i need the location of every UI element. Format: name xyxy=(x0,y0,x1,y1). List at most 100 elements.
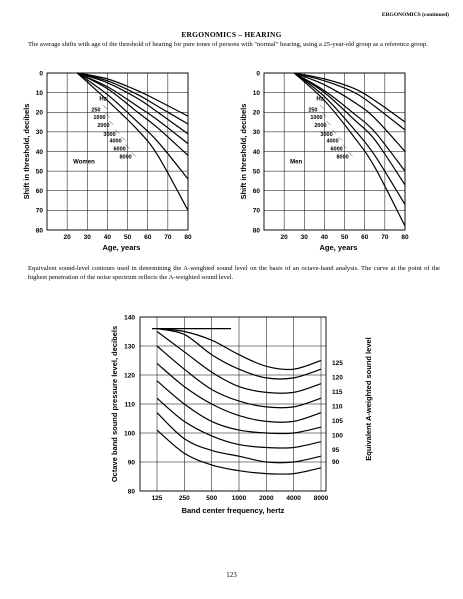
leader-line xyxy=(105,113,110,118)
series-label: 250 xyxy=(308,107,317,113)
series-line xyxy=(156,380,322,435)
series-label: 115 xyxy=(332,389,343,396)
leader-line xyxy=(115,129,120,134)
series-line xyxy=(156,412,322,464)
y-tick-label: 10 xyxy=(253,90,261,97)
right-axis-label: Equivalent A-weighted sound level xyxy=(364,337,373,461)
x-tick-label: 20 xyxy=(64,234,72,241)
y-tick-label: 80 xyxy=(253,227,261,234)
series-line xyxy=(156,328,322,371)
x-tick-label: 40 xyxy=(104,234,112,241)
x-tick-label: 60 xyxy=(144,234,152,241)
leader-line xyxy=(125,144,130,149)
y-tick-label: 100 xyxy=(124,430,135,437)
leader-line xyxy=(342,144,347,149)
series-line xyxy=(76,72,189,211)
x-axis-label: Age, years xyxy=(103,243,141,252)
series-line xyxy=(293,72,406,152)
series-label: 8000 xyxy=(337,154,349,160)
leader-line xyxy=(121,136,126,141)
y-tick-label: 70 xyxy=(36,208,44,215)
y-tick-label: 40 xyxy=(36,149,44,156)
y-tick-label: 30 xyxy=(253,129,261,136)
x-tick-label: 8000 xyxy=(314,495,329,502)
series-line xyxy=(156,429,322,475)
series-label: 4000 xyxy=(326,139,338,145)
series-line xyxy=(77,72,189,117)
y-tick-label: 0 xyxy=(39,70,43,77)
series-line xyxy=(294,72,406,131)
x-tick-label: 30 xyxy=(301,234,309,241)
series-label: 4000 xyxy=(109,139,121,145)
y-tick-label: 130 xyxy=(124,343,135,350)
series-label: 6000 xyxy=(113,147,125,153)
page-number: 123 xyxy=(226,571,237,579)
series-label: 90 xyxy=(332,459,340,466)
y-tick-label: 110 xyxy=(125,401,136,408)
x-tick-label: 40 xyxy=(321,234,329,241)
series-line xyxy=(156,331,322,394)
series-label: 105 xyxy=(332,418,343,425)
y-tick-label: 20 xyxy=(253,110,261,117)
series-line xyxy=(76,72,189,145)
series-label: 2000 xyxy=(97,123,109,129)
x-tick-label: 1000 xyxy=(232,495,247,502)
leader-line xyxy=(109,120,114,126)
x-tick-label: 4000 xyxy=(286,495,301,502)
series-line xyxy=(76,72,189,180)
leader-line xyxy=(332,129,337,134)
series-line xyxy=(293,72,406,205)
chart-women: 20 30 40 50 60 70 80 0 10 20 30 40 50 60 70 80 Age, year… xyxy=(22,70,192,252)
series-label: 95 xyxy=(332,447,340,454)
y-tick-label: 120 xyxy=(124,372,135,379)
y-tick-label: 10 xyxy=(36,90,44,97)
y-tick-label: 40 xyxy=(253,149,261,156)
y-axis-label: Shift in threshold, decibels xyxy=(22,104,31,200)
y-tick-label: 90 xyxy=(128,459,136,466)
x-tick-label: 20 xyxy=(281,234,289,241)
y-tick-label: 80 xyxy=(36,227,44,234)
x-tick-label: 50 xyxy=(124,234,132,241)
leader-line xyxy=(131,152,136,157)
series-line xyxy=(156,345,322,409)
leader-line xyxy=(326,120,331,126)
leader-line xyxy=(320,105,325,110)
series-line xyxy=(294,72,406,123)
series-label: 1000 xyxy=(93,115,105,121)
series-line xyxy=(293,72,406,227)
leader-line xyxy=(322,113,327,118)
series-label: 110 xyxy=(332,404,343,411)
series-line xyxy=(77,72,189,135)
series-label: 3000 xyxy=(320,132,332,138)
series-label: 100 xyxy=(332,433,343,440)
series-label: 3000 xyxy=(103,132,115,138)
x-tick-label: 60 xyxy=(361,234,369,241)
x-tick-label: 80 xyxy=(184,234,192,241)
x-tick-label: 2000 xyxy=(259,495,274,502)
series-label: 120 xyxy=(332,375,343,382)
series-line xyxy=(76,72,189,156)
y-tick-label: 140 xyxy=(124,314,135,321)
series-label: 1000 xyxy=(310,115,322,121)
series-line xyxy=(156,397,322,449)
series-line xyxy=(77,72,189,125)
x-tick-label: 70 xyxy=(164,234,172,241)
legend-title: Hz xyxy=(99,96,106,102)
y-tick-label: 60 xyxy=(36,188,44,195)
chart-men: 20 30 40 50 60 70 80 0 10 20 30 40 50 60 70 80 Age, year… xyxy=(239,70,409,252)
running-head: ERGONOMICS (continued) xyxy=(381,12,449,18)
x-tick-label: 30 xyxy=(84,234,92,241)
leader-line xyxy=(348,152,353,157)
series-label: 8000 xyxy=(120,154,132,160)
series-line xyxy=(293,72,406,186)
second-paragraph: Equivalent sound-level contours used in … xyxy=(28,265,440,281)
leader-line xyxy=(338,136,343,141)
legend-title: Hz xyxy=(316,96,323,102)
series-line xyxy=(156,328,322,380)
leader-line xyxy=(103,105,108,110)
x-tick-label: 250 xyxy=(179,495,190,502)
series-label: 6000 xyxy=(330,147,342,153)
y-tick-label: 50 xyxy=(36,168,44,175)
x-tick-label: 70 xyxy=(381,234,389,241)
y-tick-label: 20 xyxy=(36,110,44,117)
